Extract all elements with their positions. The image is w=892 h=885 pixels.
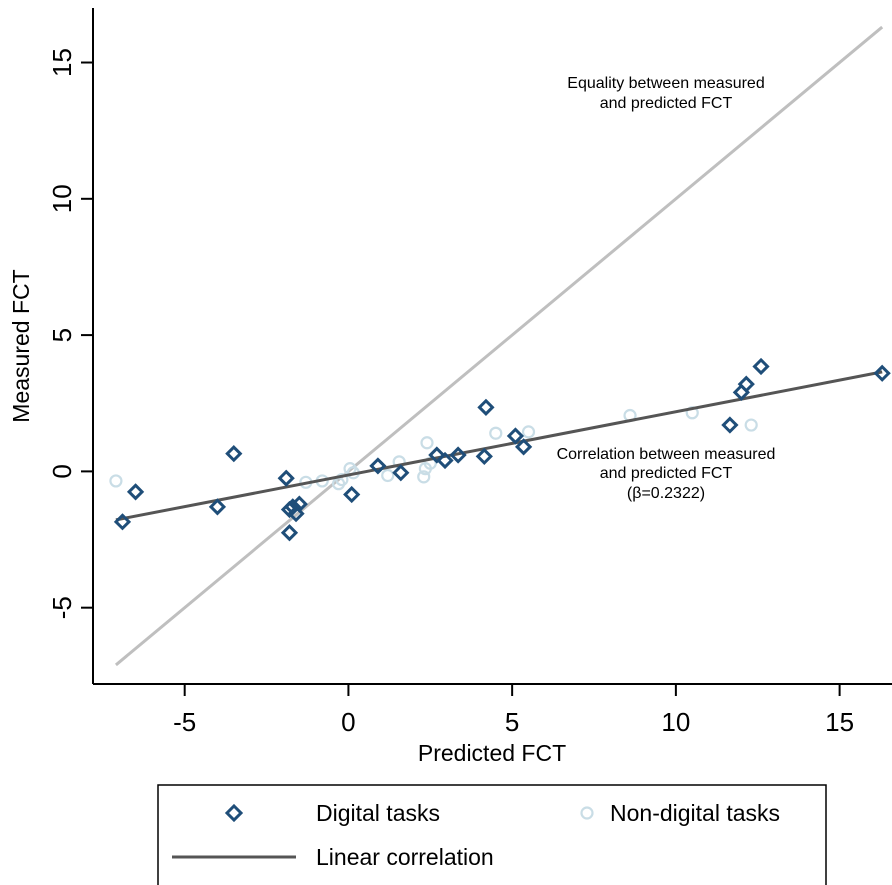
y-tick-label: -5 bbox=[47, 596, 77, 619]
x-tick-label: 15 bbox=[825, 707, 854, 737]
digital-point bbox=[290, 495, 308, 513]
y-tick-label: 5 bbox=[47, 328, 77, 342]
digital-point bbox=[280, 524, 299, 542]
digital-point bbox=[208, 498, 227, 516]
x-tick-label: 10 bbox=[661, 707, 690, 737]
x-tick-label: 5 bbox=[505, 707, 519, 737]
digital-point bbox=[721, 416, 739, 434]
digital-point bbox=[225, 445, 243, 463]
x-tick-label: -5 bbox=[173, 707, 196, 737]
linear-fit-line bbox=[115, 370, 883, 522]
digital-point bbox=[369, 457, 387, 475]
y-tick-label: 10 bbox=[47, 184, 77, 213]
nondigital-point bbox=[489, 426, 503, 440]
digital-point bbox=[277, 469, 295, 487]
nondigital-point bbox=[335, 472, 349, 487]
digital-point bbox=[475, 447, 493, 466]
correlation-annotation-line1: Correlation between measured bbox=[557, 446, 776, 463]
digital-point bbox=[436, 451, 454, 470]
nondigital-point bbox=[521, 425, 536, 439]
correlation-annotation-line2: and predicted FCT bbox=[600, 465, 733, 482]
digital-point bbox=[506, 427, 525, 445]
digital-point bbox=[343, 485, 361, 504]
legend-digital-label: Digital tasks bbox=[316, 800, 440, 826]
plot-marks bbox=[109, 25, 891, 667]
nondigital-point bbox=[109, 474, 123, 488]
x-axis-title: Predicted FCT bbox=[418, 740, 566, 766]
digital-point bbox=[752, 357, 770, 376]
digital-point bbox=[873, 364, 891, 382]
digital-point bbox=[449, 446, 467, 464]
legend: Digital tasks Non-digital tasks Linear c… bbox=[157, 784, 827, 885]
digital-point bbox=[113, 513, 132, 531]
nondigital-point bbox=[420, 436, 434, 450]
digital-point bbox=[514, 438, 533, 456]
equality-line bbox=[114, 25, 884, 667]
axis-ticks: -5 0 5 10 15 -5 0 5 10 15 bbox=[47, 48, 854, 737]
x-tick-label: 0 bbox=[341, 707, 355, 737]
legend-nondigital-label: Non-digital tasks bbox=[610, 800, 780, 826]
y-axis-title: Measured FCT bbox=[8, 269, 34, 422]
legend-nondigital-marker bbox=[580, 806, 594, 820]
digital-point bbox=[428, 446, 446, 464]
digital-point bbox=[284, 498, 302, 516]
legend-linear-label: Linear correlation bbox=[316, 844, 494, 870]
digital-point bbox=[477, 398, 495, 416]
nondigital-point bbox=[417, 470, 431, 484]
legend-digital-marker bbox=[224, 803, 244, 823]
y-tick-label: 0 bbox=[47, 464, 77, 478]
equality-annotation-line2: and predicted FCT bbox=[600, 95, 733, 112]
legend-box bbox=[157, 784, 827, 885]
y-tick-label: 15 bbox=[47, 48, 77, 77]
digital-point bbox=[737, 375, 755, 393]
digital-point bbox=[126, 483, 145, 501]
nondigital-point bbox=[744, 418, 758, 432]
correlation-annotation-line3: (β=0.2322) bbox=[627, 485, 705, 502]
equality-annotation-line1: Equality between measured bbox=[567, 75, 764, 92]
nondigital-point bbox=[381, 468, 395, 483]
digital-point bbox=[392, 464, 410, 482]
